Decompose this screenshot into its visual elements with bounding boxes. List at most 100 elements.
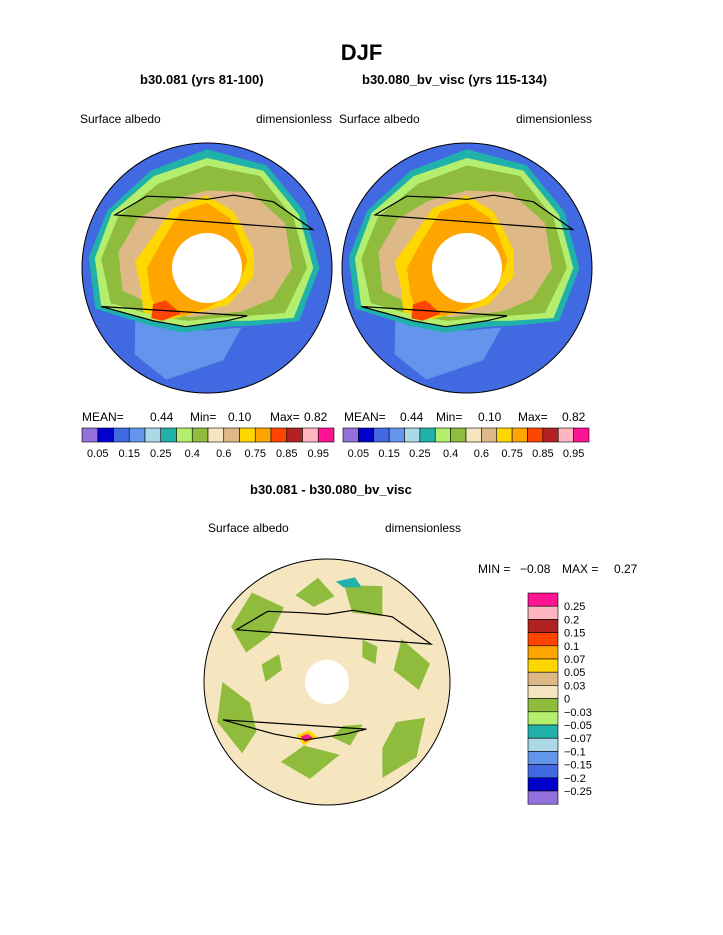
colorbar-box bbox=[342, 427, 359, 443]
pole-hole bbox=[172, 233, 242, 303]
diff-negative-area bbox=[344, 585, 383, 616]
coastline bbox=[101, 305, 248, 328]
colorbar-box bbox=[191, 427, 209, 443]
diff-negative-area bbox=[280, 745, 340, 779]
pole-hole bbox=[432, 233, 502, 303]
min-label: Min= bbox=[190, 410, 217, 424]
colorbar-tick-label: 0.05 bbox=[564, 667, 585, 679]
max-value: 0.82 bbox=[304, 410, 328, 424]
diff-max-area bbox=[300, 734, 313, 743]
colorbar-box bbox=[465, 427, 482, 443]
colorbar-box bbox=[404, 427, 421, 443]
colorbar-box bbox=[144, 427, 162, 443]
colorbar-box bbox=[388, 427, 405, 443]
colorbar-box bbox=[81, 427, 99, 443]
colorbar-tick-label: −0.05 bbox=[564, 720, 592, 732]
colorbar-tick-label: −0.15 bbox=[564, 760, 592, 772]
diff-negative-area bbox=[393, 639, 430, 690]
colorbar-box bbox=[527, 764, 559, 779]
map-border bbox=[81, 142, 333, 394]
colorbar-box bbox=[496, 427, 513, 443]
pacific-light-area bbox=[394, 318, 502, 380]
mean-value: 0.44 bbox=[150, 410, 174, 424]
colorbar-tick-label: 0.6 bbox=[474, 448, 489, 460]
diff-negative-area bbox=[231, 592, 284, 653]
colorbar-box bbox=[527, 790, 559, 805]
colorbar-box bbox=[450, 427, 467, 443]
panel-2-stats: MEAN= 0.44 Min= 0.10 Max= 0.82 bbox=[344, 410, 596, 424]
colorbar-tick-label: 0.85 bbox=[276, 448, 297, 460]
colorbar-box bbox=[223, 427, 240, 443]
colorbar-tick-label: 0.6 bbox=[216, 448, 231, 460]
map-diff bbox=[203, 558, 451, 806]
min-value: 0.10 bbox=[478, 410, 502, 424]
coastline bbox=[361, 305, 508, 328]
max-label: Max= bbox=[518, 410, 548, 424]
panel-1-variable-label: Surface albedo bbox=[80, 112, 161, 126]
colorbar-box bbox=[527, 737, 559, 752]
colorbar-box bbox=[97, 427, 114, 443]
diff-negative-area bbox=[261, 654, 282, 682]
colorbar-box bbox=[527, 645, 559, 660]
colorbar-box bbox=[527, 619, 559, 633]
colorbar-box bbox=[527, 592, 559, 607]
colorbar-panel-2: 0.05 0.15 0.25 0.4 0.6 0.75 0.85 0.95 bbox=[342, 427, 590, 460]
colorbar-box bbox=[239, 427, 256, 443]
colorbar-box bbox=[358, 427, 375, 443]
colorbar-panel-1: 0.05 0.15 0.25 0.4 0.6 0.75 0.85 0.95 bbox=[81, 427, 335, 460]
min-label: Min= bbox=[436, 410, 463, 424]
colorbar-tick-label: 0.95 bbox=[308, 448, 329, 460]
mean-value: 0.44 bbox=[400, 410, 424, 424]
colorbar-box bbox=[527, 671, 559, 686]
colorbar-box bbox=[557, 427, 574, 443]
map-panel-1 bbox=[81, 142, 333, 394]
colorbar-box bbox=[527, 711, 559, 726]
colorbar-box bbox=[128, 427, 146, 443]
colorbar-box bbox=[527, 777, 559, 792]
colorbar-box bbox=[527, 724, 559, 739]
colorbar-box bbox=[527, 427, 544, 443]
coastline bbox=[113, 194, 315, 231]
min-value: 0.10 bbox=[228, 410, 252, 424]
panel-2-title: b30.080_bv_visc (yrs 115-134) bbox=[362, 72, 548, 87]
diff-units-label: dimensionless bbox=[385, 521, 462, 535]
colorbar-box bbox=[527, 698, 559, 713]
colorbar-box bbox=[481, 427, 498, 443]
colorbar-tick-label: 0.25 bbox=[564, 601, 585, 613]
colorbar-tick-label: −0.25 bbox=[564, 786, 592, 798]
colorbar-box bbox=[254, 427, 272, 443]
diff-panel-title: b30.081 - b30.080_bv_visc bbox=[250, 482, 412, 497]
colorbar-box bbox=[113, 427, 130, 443]
panel-1-units-label: dimensionless bbox=[256, 112, 333, 126]
colorbar-tick-label: 0.15 bbox=[564, 628, 585, 640]
diff-negative-area bbox=[295, 577, 335, 607]
colorbar-box bbox=[527, 751, 559, 765]
colorbar-box bbox=[527, 632, 559, 647]
colorbar-box bbox=[419, 427, 436, 443]
colorbar-box bbox=[317, 427, 335, 443]
colorbar-tick-label: 0.4 bbox=[443, 448, 458, 460]
max-label: Max= bbox=[270, 410, 300, 424]
diff-negative-area bbox=[217, 682, 257, 754]
min-label: MIN = bbox=[478, 562, 511, 576]
colorbar-box bbox=[573, 427, 590, 443]
colorbar-box bbox=[286, 427, 303, 443]
page-title: DJF bbox=[340, 40, 383, 65]
map-border bbox=[341, 142, 593, 394]
diff-negative-area bbox=[382, 717, 426, 778]
colorbar-tick-label: −0.07 bbox=[564, 733, 592, 745]
colorbar-box bbox=[207, 427, 225, 443]
colorbar-tick-label: 0.95 bbox=[563, 448, 584, 460]
colorbar-box bbox=[160, 427, 177, 443]
colorbar-box bbox=[527, 605, 559, 620]
colorbar-tick-label: 0.75 bbox=[245, 448, 266, 460]
colorbar-box bbox=[527, 685, 559, 699]
colorbar-tick-label: 0.05 bbox=[87, 448, 108, 460]
colorbar-tick-label: 0.15 bbox=[119, 448, 140, 460]
panel-1-stats: MEAN= 0.44 Min= 0.10 Max= 0.82 bbox=[82, 410, 334, 424]
colorbar-tick-label: 0.2 bbox=[564, 614, 579, 626]
colorbar-tick-label: −0.03 bbox=[564, 707, 592, 719]
coastline bbox=[222, 719, 367, 741]
colorbar-tick-label: 0.15 bbox=[378, 448, 399, 460]
colorbar-tick-label: 0.75 bbox=[501, 448, 522, 460]
